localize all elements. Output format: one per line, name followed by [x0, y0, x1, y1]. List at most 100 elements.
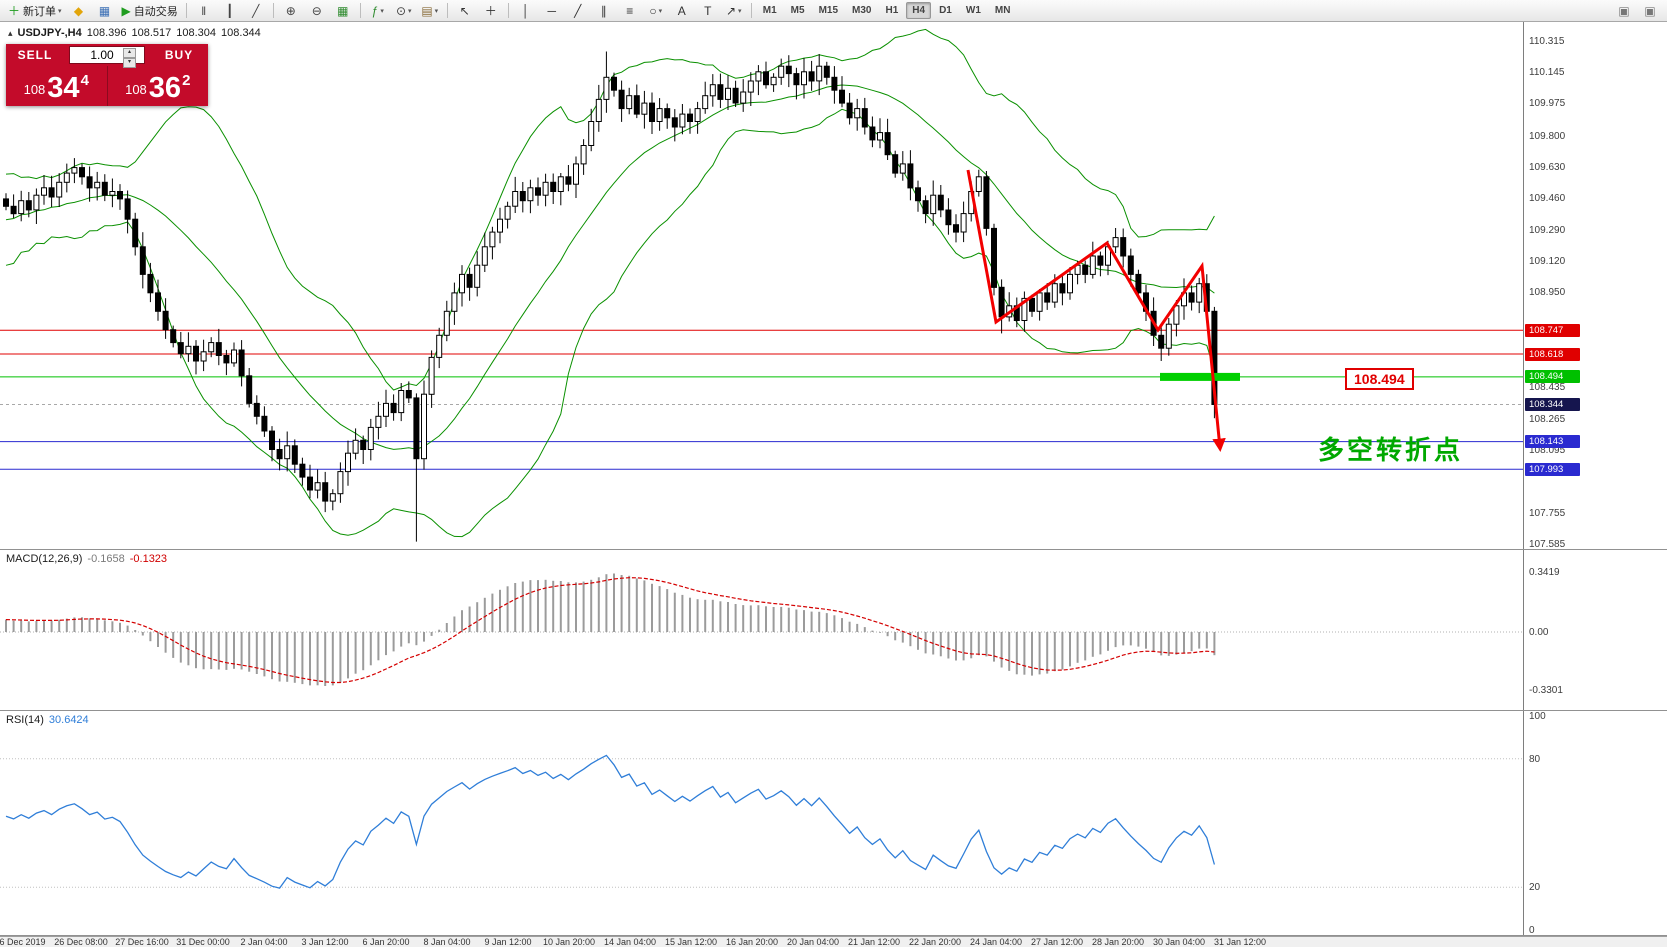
- high-value: 108.517: [131, 27, 172, 39]
- timeframe-m15-button[interactable]: M15: [818, 5, 839, 16]
- text-label-icon[interactable]: T: [696, 1, 720, 21]
- chinese-annotation-text[interactable]: 多空转折点: [1318, 435, 1464, 465]
- timeframe-h1-button[interactable]: H1: [885, 5, 899, 16]
- sell-price[interactable]: 108 34 4: [6, 66, 107, 106]
- zoom-out-icon[interactable]: ⊖: [305, 1, 329, 21]
- window-panel-icon[interactable]: ▣: [1638, 1, 1662, 21]
- timeframe-m30-button[interactable]: M30: [852, 5, 872, 16]
- volume-up-button[interactable]: ▴: [123, 48, 136, 58]
- text-icon[interactable]: A: [670, 1, 694, 21]
- horizontal-line-icon-glyph: ─: [547, 3, 557, 18]
- arrows-icon[interactable]: ↗ ▾: [722, 1, 746, 21]
- fibonacci-icon-glyph: ≡: [626, 3, 634, 18]
- autotrading-button-glyph: ▶: [121, 3, 131, 18]
- close-value: 108.344: [221, 27, 261, 39]
- bar-chart-icon[interactable]: ‖: [192, 1, 216, 21]
- price-annotation-box[interactable]: 108.494: [1345, 368, 1414, 390]
- macd-scale-label: -0.3301: [1529, 684, 1563, 696]
- caret-down-icon: ▾: [658, 7, 663, 15]
- time-axis-label: 22 Jan 20:00: [908, 937, 962, 947]
- timeframe-m1-button[interactable]: M1: [762, 5, 777, 16]
- price-axis-label: 107.755: [1529, 507, 1566, 519]
- price-axis-label: 108.095: [1529, 444, 1566, 456]
- line-chart-icon[interactable]: ╱: [244, 1, 268, 21]
- collapse-panel-icon[interactable]: ▴: [8, 28, 13, 38]
- time-axis-label: 15 Jan 12:00: [664, 937, 718, 947]
- zoom-in-icon-glyph: ⊕: [285, 3, 296, 18]
- window-panel-icon-glyph: ▣: [1644, 3, 1656, 18]
- zoom-in-icon[interactable]: ⊕: [279, 1, 303, 21]
- autotrading-button[interactable]: ▶ 自动交易: [119, 1, 181, 21]
- trendline-icon-glyph: ╱: [574, 3, 582, 18]
- macd-main-value: -0.1658: [87, 553, 125, 565]
- rsi-scale-label: 20: [1529, 882, 1541, 894]
- timeframe-mn-button[interactable]: MN: [994, 5, 1011, 16]
- macd-name: MACD(12,26,9): [6, 553, 83, 565]
- trendline-icon[interactable]: ╱: [566, 1, 590, 21]
- equidistant-channel-icon-glyph: ∥: [600, 3, 607, 18]
- charts-grid-icon[interactable]: ▦: [93, 1, 117, 21]
- text-icon-glyph: A: [677, 3, 686, 18]
- sell-button[interactable]: SELL: [17, 48, 53, 62]
- time-axis-label: 10 Jan 20:00: [542, 937, 596, 947]
- timeframe-m5-button[interactable]: M5: [790, 5, 805, 16]
- tile-windows-icon[interactable]: ▦: [331, 1, 355, 21]
- periods-icon[interactable]: ⊙ ▾: [392, 1, 416, 21]
- macd-chart[interactable]: [0, 550, 1523, 710]
- buy-price[interactable]: 108 36 2: [106, 66, 209, 106]
- bar-chart-icon-glyph: ‖: [201, 3, 207, 18]
- window-restore-icon[interactable]: ▣: [1612, 1, 1636, 21]
- candlestick-chart-icon[interactable]: ┃: [218, 1, 242, 21]
- price-axis-label: 109.975: [1529, 98, 1566, 110]
- timeframe-w1-button[interactable]: W1: [965, 5, 981, 16]
- gold-diamond-icon[interactable]: ◆: [67, 1, 91, 21]
- buy-button[interactable]: BUY: [164, 48, 194, 62]
- shapes-icon-glyph: ○: [649, 3, 657, 18]
- macd-signal-value: -0.1323: [129, 553, 168, 565]
- fibonacci-icon[interactable]: ≡: [618, 1, 642, 21]
- time-axis[interactable]: 26 Dec 2019 26 Dec 08:00 27 Dec 16:00 31 De…: [0, 936, 1523, 947]
- volume-down-button[interactable]: ▾: [123, 58, 136, 68]
- new-order-button-glyph: ＋: [8, 4, 21, 18]
- time-axis-label: 14 Jan 04:00: [603, 937, 657, 947]
- low-value: 108.304: [176, 27, 217, 39]
- indicators-icon[interactable]: ƒ ▾: [366, 1, 390, 21]
- rsi-chart[interactable]: [0, 711, 1523, 935]
- cursor-icon-glyph: ↖: [459, 3, 470, 18]
- caret-down-icon: ▾: [738, 7, 742, 15]
- text-label-icon-glyph: T: [704, 3, 712, 18]
- price-axis-label: 109.630: [1529, 162, 1566, 174]
- line-chart-icon-glyph: ╱: [252, 3, 260, 18]
- new-order-button-label: 新订单: [23, 5, 57, 18]
- price-axis[interactable]: 110.315 110.145 109.975 109.800 109.630 109.4…: [1523, 22, 1667, 936]
- timeframe-d1-button[interactable]: D1: [939, 5, 952, 16]
- time-axis-label: 21 Jan 12:00: [847, 937, 901, 947]
- vertical-line-icon[interactable]: │: [514, 1, 538, 21]
- equidistant-channel-icon[interactable]: ∥: [592, 1, 616, 21]
- panel-separator[interactable]: [0, 710, 1667, 711]
- time-axis-label: 2 Jan 04:00: [240, 937, 288, 947]
- price-tag: 108.344: [1525, 398, 1580, 412]
- shapes-icon[interactable]: ○ ▾: [644, 1, 668, 21]
- price-tag: 108.494: [1525, 370, 1580, 384]
- symbol-label: USDJPY-,H4: [17, 27, 82, 39]
- toolbar-right-group: ▣ ▣: [1611, 1, 1663, 21]
- panel-separator[interactable]: [0, 549, 1667, 550]
- sell-price-pip: 4: [80, 72, 89, 89]
- macd-label: MACD(12,26,9) -0.1658 -0.1323: [6, 553, 167, 565]
- buy-price-pip: 2: [182, 72, 191, 89]
- toolbar-separator: [507, 3, 509, 18]
- crosshair-icon[interactable]: ＋: [479, 1, 503, 21]
- cursor-icon[interactable]: ↖: [453, 1, 477, 21]
- price-axis-label: 110.145: [1529, 67, 1565, 79]
- price-chart[interactable]: [0, 22, 1523, 549]
- time-axis-label: 3 Jan 12:00: [301, 937, 349, 947]
- caret-down-icon: ▾: [58, 7, 62, 15]
- time-axis-label: 9 Jan 12:00: [484, 937, 532, 947]
- new-order-button[interactable]: ＋新订单 ▾: [5, 1, 65, 21]
- sell-price-prefix: 108: [23, 82, 46, 97]
- macd-scale-label: 0.00: [1529, 627, 1549, 638]
- timeframe-h4-button[interactable]: H4: [906, 2, 932, 19]
- horizontal-line-icon[interactable]: ─: [540, 1, 564, 21]
- templates-icon[interactable]: ▤ ▾: [418, 1, 442, 21]
